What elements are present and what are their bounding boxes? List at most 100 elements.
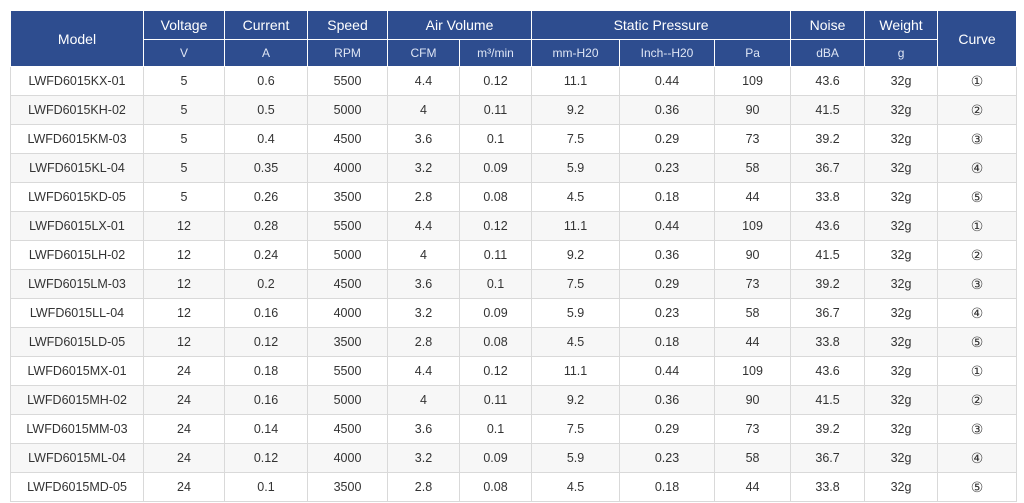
table-row: LWFD6015LX-01 12 0.28 5500 4.4 0.12 11.1 0.44 10… — [10, 211, 1018, 241]
cell-curve: ⑤ — [937, 327, 1018, 357]
cell-weight: 32g — [864, 153, 939, 183]
cell-speed: 5000 — [307, 385, 388, 415]
cell-speed: 4000 — [307, 443, 388, 473]
cell-inchh2o: 0.18 — [619, 327, 716, 357]
cell-voltage: 12 — [143, 298, 225, 328]
cell-weight: 32g — [864, 124, 939, 154]
unit-dba: dBA — [790, 39, 866, 67]
cell-inchh2o: 0.44 — [619, 356, 716, 386]
cell-current: 0.28 — [224, 211, 308, 241]
cell-voltage: 12 — [143, 269, 225, 299]
cell-noise: 33.8 — [790, 182, 866, 212]
cell-noise: 36.7 — [790, 298, 866, 328]
cell-pa: 44 — [714, 327, 792, 357]
cell-m3min: 0.08 — [458, 472, 533, 502]
cell-m3min: 0.11 — [458, 385, 533, 415]
cell-current: 0.5 — [224, 95, 308, 125]
cell-speed: 5000 — [307, 95, 388, 125]
table-row: LWFD6015LL-04 12 0.16 4000 3.2 0.09 5.9 0.23 58 3… — [10, 298, 1018, 328]
cell-cfm: 3.6 — [387, 269, 460, 299]
cell-model: LWFD6015MD-05 — [10, 472, 144, 502]
cell-m3min: 0.09 — [458, 153, 533, 183]
cell-curve: ③ — [937, 269, 1018, 299]
cell-current: 0.26 — [224, 182, 308, 212]
cell-pa: 109 — [714, 211, 792, 241]
cell-weight: 32g — [864, 443, 939, 473]
cell-weight: 32g — [864, 327, 939, 357]
cell-inchh2o: 0.36 — [619, 240, 716, 270]
cell-current: 0.35 — [224, 153, 308, 183]
cell-inchh2o: 0.44 — [619, 66, 716, 96]
cell-current: 0.12 — [224, 443, 308, 473]
cell-current: 0.24 — [224, 240, 308, 270]
cell-model: LWFD6015KD-05 — [10, 182, 144, 212]
cell-current: 0.18 — [224, 356, 308, 386]
cell-speed: 5500 — [307, 356, 388, 386]
cell-noise: 43.6 — [790, 66, 866, 96]
cell-inchh2o: 0.29 — [619, 269, 716, 299]
cell-noise: 43.6 — [790, 356, 866, 386]
cell-mmh2o: 9.2 — [531, 240, 621, 270]
cell-inchh2o: 0.29 — [619, 124, 716, 154]
cell-model: LWFD6015KH-02 — [10, 95, 144, 125]
cell-curve: ④ — [937, 443, 1018, 473]
cell-model: LWFD6015MX-01 — [10, 356, 144, 386]
table-header: Model Voltage Current Speed Air Volume S… — [10, 10, 1018, 67]
cell-pa: 73 — [714, 124, 792, 154]
spec-table-container: Model Voltage Current Speed Air Volume S… — [10, 10, 1018, 502]
cell-m3min: 0.08 — [458, 327, 533, 357]
cell-curve: ④ — [937, 298, 1018, 328]
cell-speed: 3500 — [307, 472, 388, 502]
cell-model: LWFD6015KM-03 — [10, 124, 144, 154]
table-row: LWFD6015KL-04 5 0.35 4000 3.2 0.09 5.9 0.23 58 36… — [10, 153, 1018, 183]
cell-m3min: 0.08 — [458, 182, 533, 212]
cell-weight: 32g — [864, 414, 939, 444]
cell-mmh2o: 4.5 — [531, 182, 621, 212]
header-weight: Weight — [864, 10, 939, 40]
cell-voltage: 12 — [143, 327, 225, 357]
cell-model: LWFD6015MM-03 — [10, 414, 144, 444]
cell-noise: 33.8 — [790, 472, 866, 502]
cell-inchh2o: 0.29 — [619, 414, 716, 444]
unit-g: g — [864, 39, 939, 67]
cell-voltage: 24 — [143, 472, 225, 502]
cell-mmh2o: 5.9 — [531, 443, 621, 473]
cell-model: LWFD6015LD-05 — [10, 327, 144, 357]
cell-voltage: 24 — [143, 414, 225, 444]
cell-curve: ⑤ — [937, 182, 1018, 212]
cell-weight: 32g — [864, 269, 939, 299]
cell-speed: 5500 — [307, 66, 388, 96]
cell-speed: 4500 — [307, 269, 388, 299]
cell-voltage: 24 — [143, 443, 225, 473]
cell-m3min: 0.12 — [458, 66, 533, 96]
cell-model: LWFD6015LH-02 — [10, 240, 144, 270]
cell-cfm: 4.4 — [387, 66, 460, 96]
cell-m3min: 0.1 — [458, 124, 533, 154]
cell-m3min: 0.11 — [458, 240, 533, 270]
cell-weight: 32g — [864, 211, 939, 241]
cell-speed: 4000 — [307, 298, 388, 328]
table-row: LWFD6015KD-05 5 0.26 3500 2.8 0.08 4.5 0.18 44 33… — [10, 182, 1018, 212]
cell-voltage: 12 — [143, 211, 225, 241]
cell-m3min: 0.09 — [458, 298, 533, 328]
table-row: LWFD6015MH-02 24 0.16 5000 4 0.11 9.2 0.36 90 41.… — [10, 385, 1018, 415]
cell-mmh2o: 9.2 — [531, 385, 621, 415]
cell-weight: 32g — [864, 356, 939, 386]
cell-noise: 41.5 — [790, 95, 866, 125]
cell-pa: 90 — [714, 95, 792, 125]
unit-cfm: CFM — [387, 39, 460, 67]
cell-current: 0.6 — [224, 66, 308, 96]
cell-pa: 58 — [714, 298, 792, 328]
cell-weight: 32g — [864, 95, 939, 125]
cell-cfm: 4 — [387, 95, 460, 125]
cell-mmh2o: 7.5 — [531, 414, 621, 444]
cell-cfm: 3.2 — [387, 443, 460, 473]
table-row: LWFD6015MM-03 24 0.14 4500 3.6 0.1 7.5 0.29 73 39… — [10, 414, 1018, 444]
cell-mmh2o: 9.2 — [531, 95, 621, 125]
cell-weight: 32g — [864, 240, 939, 270]
cell-cfm: 3.6 — [387, 414, 460, 444]
unit-m3min: m³/min — [458, 39, 533, 67]
cell-model: LWFD6015LL-04 — [10, 298, 144, 328]
cell-mmh2o: 4.5 — [531, 472, 621, 502]
cell-voltage: 5 — [143, 95, 225, 125]
